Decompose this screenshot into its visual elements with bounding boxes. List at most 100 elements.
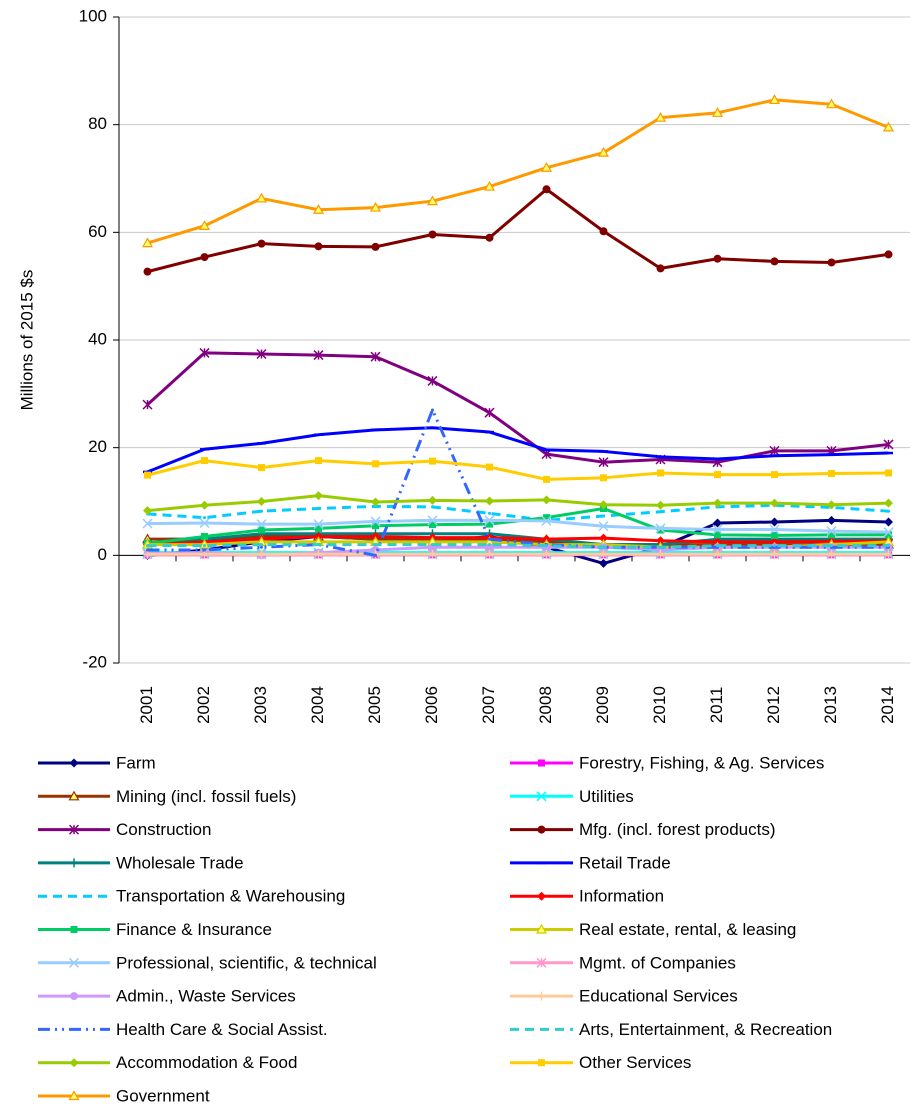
- x-tick-label: 2005: [365, 686, 384, 724]
- marker: [485, 233, 494, 242]
- marker: [314, 491, 323, 501]
- marker: [257, 549, 266, 559]
- marker: [68, 824, 80, 835]
- marker: [884, 517, 893, 527]
- marker: [68, 790, 80, 801]
- x-tick-label: 2011: [707, 687, 726, 724]
- marker: [536, 791, 547, 802]
- marker: [656, 264, 665, 273]
- marker: [485, 543, 494, 552]
- marker: [371, 497, 380, 507]
- marker: [883, 439, 894, 450]
- marker: [768, 94, 781, 105]
- marker: [599, 227, 608, 236]
- marker: [883, 527, 894, 538]
- marker: [428, 549, 437, 559]
- legend-label: Forestry, Fishing, & Ag. Services: [579, 753, 824, 772]
- marker: [537, 891, 546, 901]
- x-tick-label: 2013: [821, 686, 840, 724]
- point: [488, 543, 491, 547]
- point: [602, 545, 605, 549]
- marker: [885, 531, 892, 539]
- marker: [656, 500, 665, 510]
- y-tick-label: 60: [88, 222, 107, 241]
- series-line: [147, 494, 889, 513]
- x-tick-label: 2006: [422, 686, 441, 724]
- marker: [827, 515, 836, 525]
- marker: [541, 515, 552, 526]
- marker: [426, 195, 439, 206]
- marker: [486, 463, 493, 471]
- marker: [599, 533, 608, 543]
- series-line: [147, 187, 889, 274]
- marker: [770, 517, 779, 527]
- marker: [538, 759, 545, 767]
- marker: [70, 926, 78, 933]
- marker: [884, 498, 893, 508]
- marker: [69, 1058, 79, 1068]
- marker: [427, 515, 438, 526]
- legend-label: Wholesale Trade: [116, 853, 244, 872]
- y-tick-label: 100: [79, 6, 107, 25]
- marker: [542, 495, 551, 505]
- marker: [884, 549, 893, 559]
- point: [488, 511, 491, 515]
- legend-label: Information: [579, 887, 664, 906]
- legend-label: Utilities: [579, 787, 634, 806]
- marker: [713, 518, 722, 528]
- marker: [427, 375, 438, 386]
- marker: [68, 1090, 80, 1101]
- marker: [885, 469, 892, 477]
- marker: [654, 111, 667, 122]
- point: [203, 544, 206, 548]
- point: [146, 544, 149, 548]
- marker: [370, 351, 381, 362]
- series: [143, 426, 893, 474]
- point: [203, 516, 206, 520]
- marker: [200, 253, 209, 262]
- point: [659, 510, 662, 514]
- point: [317, 506, 320, 510]
- point: [773, 544, 776, 548]
- legend-label: Other Services: [579, 1053, 691, 1072]
- point: [659, 545, 662, 549]
- marker: [770, 549, 779, 559]
- marker: [314, 549, 323, 559]
- marker: [599, 500, 608, 510]
- marker: [771, 471, 778, 479]
- marker: [484, 515, 495, 526]
- marker: [313, 350, 324, 361]
- series-line: [147, 518, 889, 534]
- series: [142, 347, 894, 468]
- x-tick-label: 2007: [479, 686, 498, 724]
- y-tick-label: 80: [88, 114, 107, 133]
- marker: [826, 526, 837, 537]
- x-tick-label: 2009: [593, 686, 612, 724]
- marker: [429, 457, 436, 465]
- marker: [542, 185, 551, 194]
- legend-label: Farm: [116, 753, 156, 772]
- x-tick-label: 2003: [251, 686, 270, 724]
- legend-label: Educational Services: [579, 987, 738, 1006]
- point: [203, 548, 206, 552]
- legend-label: Finance & Insurance: [116, 920, 272, 939]
- marker: [484, 407, 495, 418]
- marker: [256, 519, 267, 530]
- marker: [656, 536, 665, 546]
- legend-label: Retail Trade: [579, 853, 671, 872]
- legend-label: Construction: [116, 820, 211, 839]
- marker: [68, 957, 80, 968]
- y-axis-label: Millions of 2015 $s: [17, 270, 36, 411]
- legend-label: Transportation & Warehousing: [116, 887, 345, 906]
- marker: [314, 242, 323, 251]
- marker: [827, 500, 836, 510]
- marker: [144, 471, 151, 479]
- series: [144, 457, 892, 483]
- x-tick-label: 2001: [137, 686, 156, 724]
- marker: [657, 469, 664, 477]
- marker: [599, 549, 608, 559]
- x-tick-label: 2010: [650, 686, 669, 724]
- series: [141, 94, 895, 248]
- marker: [771, 531, 778, 539]
- point: [830, 544, 833, 548]
